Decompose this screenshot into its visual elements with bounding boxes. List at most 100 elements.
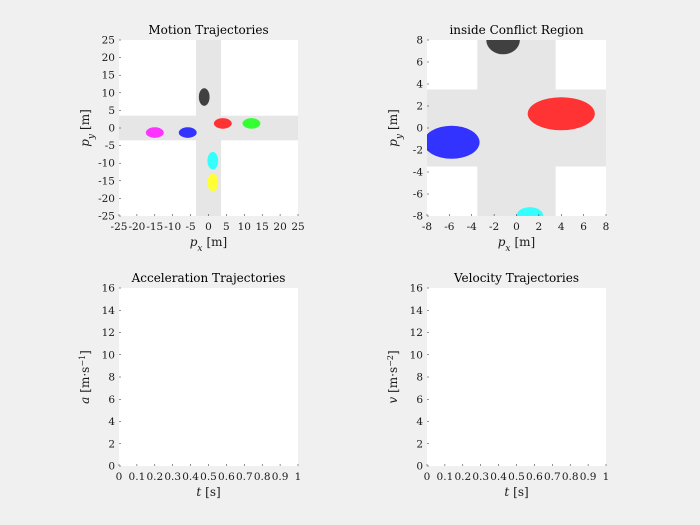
x-tick-label: 10 [238, 221, 251, 233]
x-tick-label: 4 [558, 221, 565, 233]
y-tick-label: 8 [416, 372, 423, 384]
y-tick-label: 2 [108, 438, 115, 450]
vehicle-7 [207, 173, 219, 192]
y-tick-label: -25 [98, 211, 115, 223]
x-tick-label: 1 [295, 471, 302, 483]
axes-background [119, 288, 298, 466]
x-tick-label: 0.7 [236, 471, 253, 483]
y-tick-label: -8 [413, 211, 423, 223]
x-tick-label: 0.1 [129, 471, 146, 483]
y-tick-label: 12 [410, 327, 423, 339]
x-tick-label: 0.3 [164, 471, 181, 483]
x-tick-label: 15 [256, 221, 269, 233]
y-tick-label: 4 [108, 416, 115, 428]
y-tick-label: -2 [413, 145, 423, 157]
x-axis-label: t [s] [196, 485, 220, 499]
y-axis-label: v[m·s−2] [386, 350, 401, 403]
chart-title: Velocity Trajectories [453, 271, 579, 285]
x-axis-label: px [m] [498, 235, 536, 254]
vehicle-3 [427, 125, 480, 159]
subplot-4: 0 0.1 0.2 0.3 0.4 0.5 0.6 0.7 0.8 0.9 102468101214… [386, 271, 610, 499]
y-tick-label: 0 [416, 123, 423, 135]
vehicle-4 [516, 207, 544, 216]
y-tick-label: 8 [416, 35, 423, 47]
x-tick-label: 0.6 [526, 471, 543, 483]
x-tick-label: -5 [185, 221, 195, 233]
x-tick-label: 20 [273, 221, 286, 233]
x-tick-label: 0.8 [254, 471, 271, 483]
y-tick-label: 16 [410, 283, 424, 295]
x-tick-label: -15 [146, 221, 163, 233]
x-tick-label: 0.7 [544, 471, 561, 483]
x-tick-label: 0 [424, 471, 431, 483]
x-tick-label: 0.4 [182, 471, 199, 483]
y-tick-label: 4 [416, 416, 423, 428]
y-tick-label: 5 [108, 105, 115, 117]
y-tick-label: 2 [416, 101, 423, 113]
y-tick-label: 25 [102, 35, 115, 47]
y-tick-label: 6 [416, 394, 423, 406]
x-tick-label: -25 [111, 221, 128, 233]
subplot-2: -8 -6 -4 -2 0 2 4 6 8 -8 -6 -4 -2 0 2 4 6 8 inside Conflic… [386, 23, 609, 254]
x-tick-label: 5 [223, 221, 230, 233]
y-tick-label: 10 [102, 87, 115, 99]
y-tick-label: 6 [416, 57, 423, 69]
y-tick-label: -15 [98, 175, 115, 187]
x-tick-label: 0 [116, 471, 123, 483]
x-tick-label: -6 [444, 221, 455, 233]
y-tick-label: 15 [102, 70, 115, 82]
x-tick-label: 1 [603, 471, 610, 483]
x-tick-label: 0 [205, 221, 212, 233]
x-tick-label: 0.8 [562, 471, 579, 483]
y-tick-label: 8 [108, 372, 115, 384]
vehicle-1 [198, 88, 210, 106]
x-tick-label: 0.6 [218, 471, 235, 483]
x-tick-label: 0.9 [272, 471, 289, 483]
subplot-3: 0 0.1 0.2 0.3 0.4 0.5 0.6 0.7 0.8 0.9 102468101214… [78, 271, 302, 499]
vehicle-4 [178, 127, 197, 138]
x-tick-label: -2 [489, 221, 499, 233]
y-tick-label: 10 [102, 349, 115, 361]
y-tick-label: 14 [410, 305, 424, 317]
x-tick-label: -4 [467, 221, 478, 233]
x-tick-label: 0.1 [437, 471, 454, 483]
y-tick-label: 20 [102, 52, 115, 64]
chart-title: Motion Trajectories [148, 23, 268, 37]
axes-background [427, 288, 606, 466]
y-tick-label: 12 [102, 327, 115, 339]
y-tick-label: 0 [108, 461, 115, 473]
vehicle-5 [145, 127, 164, 138]
y-tick-label: 0 [108, 123, 115, 135]
x-tick-label: 6 [580, 221, 587, 233]
y-tick-label: 0 [416, 461, 423, 473]
x-tick-label: 8 [603, 221, 610, 233]
y-tick-label: 2 [416, 438, 423, 450]
y-axis-label: py[m] [78, 109, 97, 147]
x-axis-label: t [s] [504, 485, 528, 499]
x-tick-label: 0.2 [454, 471, 471, 483]
vehicle-3 [242, 118, 261, 129]
x-tick-label: 0.5 [200, 471, 217, 483]
x-tick-label: 0.5 [508, 471, 525, 483]
x-tick-label: -8 [422, 221, 432, 233]
x-tick-label: 0.3 [472, 471, 489, 483]
y-axis-label: py[m] [386, 109, 405, 147]
x-tick-label: 0.9 [580, 471, 597, 483]
x-axis-label: px [m] [190, 235, 228, 254]
y-tick-label: -6 [413, 189, 424, 201]
chart-title: inside Conflict Region [449, 23, 583, 37]
y-tick-label: 16 [102, 283, 116, 295]
x-tick-label: -20 [128, 221, 145, 233]
x-tick-label: -10 [164, 221, 181, 233]
y-tick-label: -4 [413, 167, 424, 179]
y-tick-label: 14 [102, 305, 116, 317]
x-tick-label: 0 [513, 221, 520, 233]
x-tick-label: 25 [291, 221, 304, 233]
y-tick-label: 4 [416, 79, 423, 91]
plot-area [119, 40, 298, 216]
vehicle-2 [527, 97, 595, 131]
y-tick-label: 6 [108, 394, 115, 406]
x-tick-label: 0.4 [490, 471, 507, 483]
y-tick-label: -20 [98, 193, 115, 205]
vehicle-6 [207, 151, 219, 170]
